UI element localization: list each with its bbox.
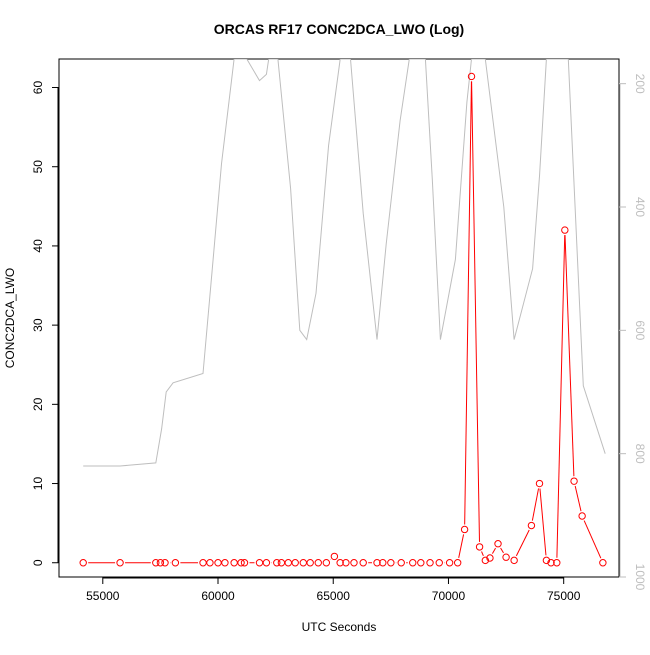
data-point bbox=[398, 560, 404, 566]
y-tick-label: 60 bbox=[31, 81, 45, 95]
data-point bbox=[528, 522, 534, 528]
y-tick-label: 50 bbox=[31, 160, 45, 174]
data-point bbox=[446, 560, 452, 566]
data-point bbox=[292, 560, 298, 566]
series-line-segment bbox=[557, 235, 565, 558]
data-point bbox=[600, 560, 606, 566]
series-line-segment bbox=[532, 488, 538, 520]
chart-title: ORCAS RF17 CONC2DCA_LWO (Log) bbox=[214, 21, 464, 37]
x-tick-label: 60000 bbox=[201, 589, 235, 603]
data-point bbox=[323, 560, 329, 566]
data-point bbox=[80, 560, 86, 566]
y2-tick-label: 1000 bbox=[633, 564, 647, 591]
data-point bbox=[256, 560, 262, 566]
data-point bbox=[285, 560, 291, 566]
y-tick-label: 10 bbox=[31, 477, 45, 491]
series-line-segment bbox=[459, 534, 464, 557]
x-axis-label: UTC Seconds bbox=[302, 620, 377, 634]
data-point bbox=[536, 480, 542, 486]
data-point bbox=[162, 560, 168, 566]
y-axis-right: 200 400 600 800 1000 bbox=[619, 74, 647, 591]
data-point bbox=[307, 560, 313, 566]
data-point bbox=[331, 553, 337, 559]
data-point bbox=[436, 560, 442, 566]
data-point bbox=[263, 560, 269, 566]
x-tick-label: 65000 bbox=[317, 589, 351, 603]
data-point bbox=[427, 560, 433, 566]
data-point bbox=[503, 554, 509, 560]
data-point bbox=[579, 513, 585, 519]
y-axis-left: 0 10 20 30 40 50 60 bbox=[31, 81, 59, 567]
x-axis: 55000 60000 65000 70000 75000 bbox=[86, 577, 581, 603]
y-tick-label: 0 bbox=[31, 559, 45, 566]
data-point bbox=[571, 478, 577, 484]
data-point bbox=[231, 560, 237, 566]
series-line-segment bbox=[565, 235, 574, 476]
x-tick-label: 70000 bbox=[432, 589, 466, 603]
x-tick-label: 55000 bbox=[86, 589, 120, 603]
y-axis-label: CONC2DCA_LWO bbox=[3, 268, 17, 368]
data-point bbox=[410, 560, 416, 566]
series-line-secondary bbox=[83, 59, 605, 466]
series-line-segment bbox=[501, 548, 504, 553]
y-tick-label: 20 bbox=[31, 397, 45, 411]
data-point bbox=[315, 560, 321, 566]
data-point bbox=[200, 560, 206, 566]
y-tick-label: 30 bbox=[31, 318, 45, 332]
y-tick-label: 40 bbox=[31, 239, 45, 253]
data-point bbox=[495, 541, 501, 547]
series-line-segment bbox=[492, 548, 495, 554]
series-line-segment bbox=[472, 81, 480, 541]
x-tick-label: 75000 bbox=[547, 589, 581, 603]
data-point bbox=[511, 557, 517, 563]
series-line-segment bbox=[482, 552, 484, 556]
data-point bbox=[388, 560, 394, 566]
y2-tick-label: 200 bbox=[633, 74, 647, 94]
series-layer bbox=[80, 59, 606, 566]
data-point bbox=[117, 560, 123, 566]
y2-tick-label: 800 bbox=[633, 444, 647, 464]
data-point bbox=[454, 560, 460, 566]
data-point bbox=[215, 560, 221, 566]
data-point bbox=[461, 526, 467, 532]
series-line-segment bbox=[584, 521, 601, 559]
series-line-segment bbox=[516, 530, 529, 556]
series-line-segment bbox=[540, 489, 546, 556]
data-point bbox=[222, 560, 228, 566]
data-point bbox=[360, 560, 366, 566]
data-point bbox=[351, 560, 357, 566]
series-line-segment bbox=[465, 81, 472, 524]
data-point bbox=[300, 560, 306, 566]
data-point bbox=[278, 560, 284, 566]
data-point bbox=[172, 560, 178, 566]
data-point bbox=[207, 560, 213, 566]
plot-frame bbox=[59, 59, 619, 577]
data-point bbox=[562, 227, 568, 233]
data-point bbox=[418, 560, 424, 566]
series-line-segment bbox=[575, 486, 581, 511]
data-point bbox=[476, 544, 482, 550]
y2-tick-label: 400 bbox=[633, 197, 647, 217]
y2-tick-label: 600 bbox=[633, 320, 647, 340]
